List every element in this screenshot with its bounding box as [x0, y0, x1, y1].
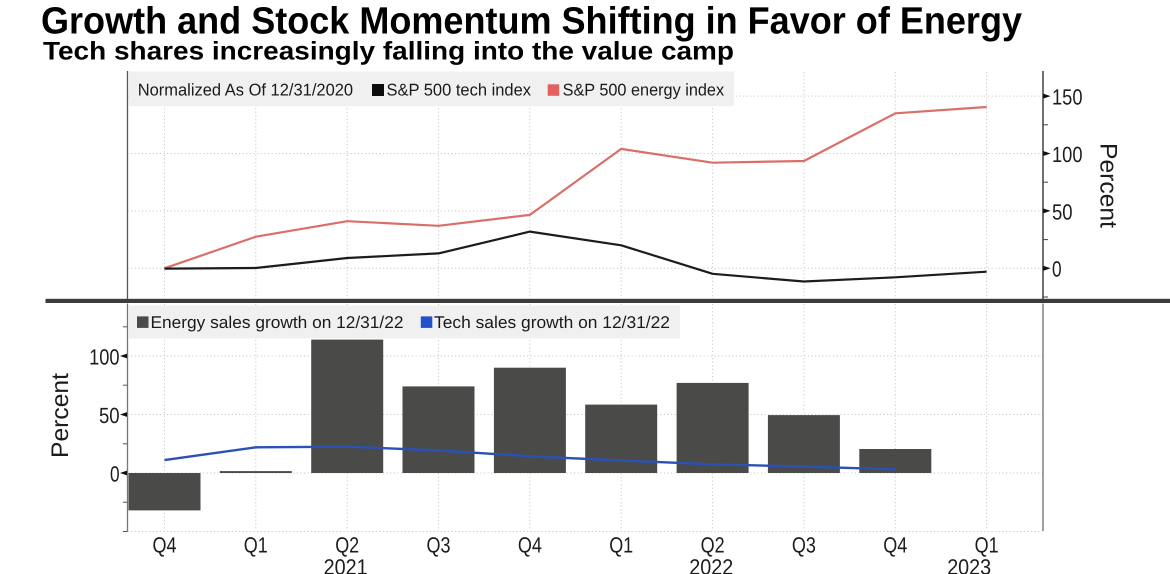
svg-text:0: 0	[1052, 257, 1062, 282]
svg-text:Q4: Q4	[883, 532, 907, 557]
svg-text:50: 50	[1052, 199, 1073, 224]
svg-text:2022: 2022	[689, 554, 733, 574]
svg-text:Q3: Q3	[427, 532, 451, 557]
svg-text:50: 50	[99, 403, 120, 428]
svg-text:0: 0	[110, 461, 120, 486]
svg-text:S&P 500 energy index: S&P 500 energy index	[563, 80, 725, 99]
svg-text:Q1: Q1	[244, 532, 268, 557]
svg-text:Q2: Q2	[335, 532, 359, 557]
svg-text:100: 100	[1052, 142, 1083, 167]
svg-text:Percent: Percent	[1095, 143, 1122, 228]
svg-text:Normalized As Of 12/31/2020: Normalized As Of 12/31/2020	[138, 80, 353, 99]
svg-text:Q4: Q4	[153, 532, 177, 557]
svg-text:Q1: Q1	[609, 532, 633, 557]
svg-text:Growth and Stock Momentum Shif: Growth and Stock Momentum Shifting in Fa…	[41, 1, 1022, 43]
svg-text:Q1: Q1	[975, 532, 999, 557]
svg-text:Q2: Q2	[701, 532, 725, 557]
svg-text:100: 100	[89, 344, 120, 369]
svg-text:150: 150	[1052, 85, 1083, 110]
svg-text:Percent: Percent	[47, 373, 74, 458]
svg-text:Energy sales growth on 12/31/2: Energy sales growth on 12/31/22	[151, 313, 404, 332]
svg-text:Q4: Q4	[518, 532, 542, 557]
svg-text:Tech shares increasingly falli: Tech shares increasingly falling into th…	[43, 38, 734, 66]
svg-text:Tech sales growth on 12/31/22: Tech sales growth on 12/31/22	[434, 313, 670, 332]
svg-text:S&P 500 tech index: S&P 500 tech index	[387, 80, 532, 99]
svg-text:Q3: Q3	[792, 532, 816, 557]
svg-text:2021: 2021	[324, 554, 368, 574]
svg-text:2023: 2023	[947, 554, 991, 574]
